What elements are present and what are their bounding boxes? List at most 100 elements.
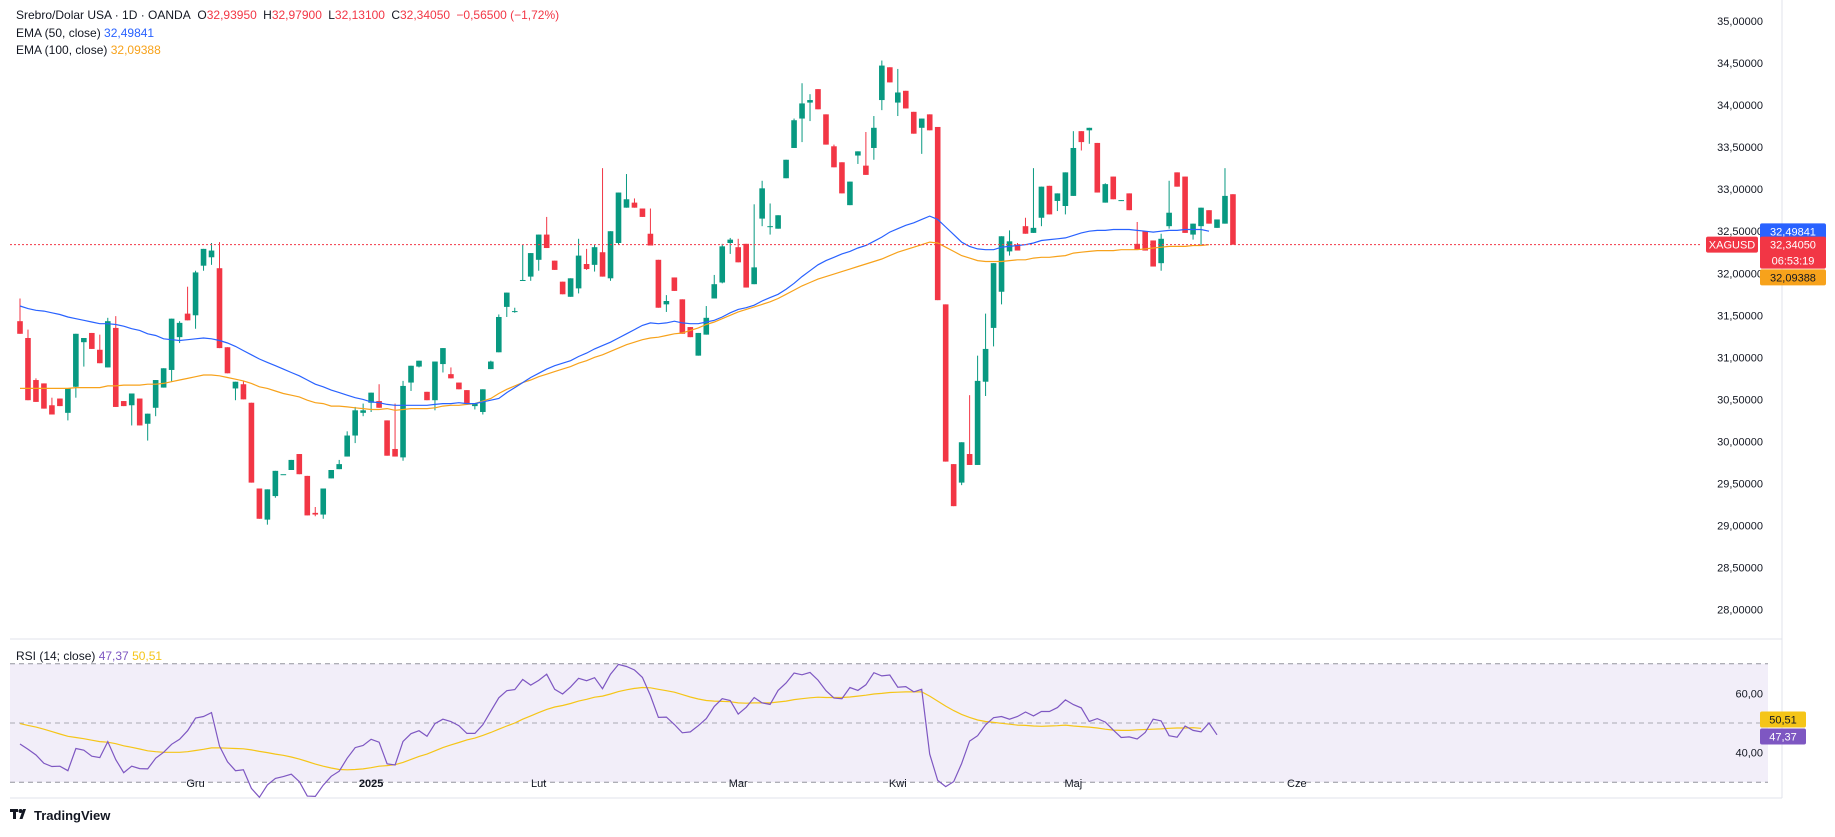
candle-down[interactable]	[1206, 210, 1212, 224]
candle-down[interactable]	[89, 332, 95, 349]
candle-up[interactable]	[416, 360, 422, 367]
candle-up[interactable]	[1070, 147, 1077, 196]
candle-up[interactable]	[144, 413, 151, 424]
candle-up[interactable]	[695, 332, 702, 356]
candle-up[interactable]	[73, 333, 79, 387]
candle-down[interactable]	[950, 464, 957, 507]
candle-up[interactable]	[352, 410, 358, 436]
candle-down[interactable]	[823, 114, 829, 145]
candle-up[interactable]	[783, 159, 789, 179]
candle-down[interactable]	[583, 264, 590, 270]
candle-down[interactable]	[312, 512, 319, 515]
candle-down[interactable]	[376, 401, 382, 408]
candle-up[interactable]	[807, 100, 813, 103]
candle-down[interactable]	[424, 391, 430, 401]
candle-up[interactable]	[623, 199, 630, 208]
candle-up[interactable]	[775, 215, 781, 229]
candle-down[interactable]	[551, 260, 558, 270]
candle-down[interactable]	[1126, 193, 1133, 211]
candle-down[interactable]	[256, 488, 263, 519]
candle-up[interactable]	[1030, 227, 1037, 233]
candle-down[interactable]	[559, 281, 566, 295]
candle-down[interactable]	[743, 243, 749, 288]
candle-up[interactable]	[1158, 238, 1164, 264]
candle-up[interactable]	[759, 188, 765, 219]
candle-down[interactable]	[1110, 176, 1117, 200]
candle-down[interactable]	[57, 398, 63, 407]
candle-down[interactable]	[815, 89, 821, 110]
candle-up[interactable]	[990, 263, 997, 328]
candle-up[interactable]	[575, 255, 582, 289]
candle-down[interactable]	[934, 126, 941, 301]
candle-up[interactable]	[1038, 186, 1045, 218]
tradingview-logo[interactable]: TradingView	[10, 808, 110, 823]
candle-up[interactable]	[432, 361, 438, 401]
candle-up[interactable]	[511, 311, 518, 313]
candle-down[interactable]	[448, 374, 454, 379]
candle-down[interactable]	[887, 67, 893, 83]
candle-down[interactable]	[910, 111, 917, 134]
ema50-legend[interactable]: EMA (50, close) 32,49841	[16, 25, 154, 41]
candle-up[interactable]	[855, 151, 861, 156]
candle-down[interactable]	[464, 390, 470, 404]
candle-down[interactable]	[1094, 142, 1101, 193]
candle-up[interactable]	[918, 118, 925, 128]
candle-up[interactable]	[519, 279, 526, 281]
candle-up[interactable]	[711, 284, 718, 299]
candle-up[interactable]	[360, 410, 366, 413]
candle-down[interactable]	[112, 327, 119, 407]
candle-down[interactable]	[831, 146, 837, 168]
candle-up[interactable]	[982, 348, 989, 382]
candle-up[interactable]	[1102, 184, 1109, 203]
candle-up[interactable]	[344, 435, 350, 457]
candle-up[interactable]	[727, 239, 734, 243]
candle-down[interactable]	[392, 448, 398, 457]
candle-down[interactable]	[240, 384, 247, 400]
candle-down[interactable]	[647, 233, 654, 246]
candle-down[interactable]	[543, 234, 550, 249]
candle-up[interactable]	[615, 192, 622, 243]
candle-down[interactable]	[120, 401, 127, 407]
candle-up[interactable]	[336, 464, 342, 470]
candle-up[interactable]	[232, 381, 239, 389]
candle-up[interactable]	[974, 380, 981, 465]
candle-up[interactable]	[192, 272, 199, 316]
candle-down[interactable]	[639, 208, 646, 217]
candle-down[interactable]	[735, 247, 741, 263]
candle-up[interactable]	[65, 388, 71, 413]
candle-up[interactable]	[168, 318, 175, 370]
candle-down[interactable]	[456, 382, 462, 390]
candle-up[interactable]	[998, 236, 1005, 292]
candle-down[interactable]	[1014, 244, 1021, 251]
candle-up[interactable]	[368, 392, 374, 403]
candle-down[interactable]	[384, 420, 390, 456]
candle-up[interactable]	[472, 403, 478, 407]
candle-down[interactable]	[942, 304, 949, 462]
candle-up[interactable]	[440, 348, 446, 365]
candle-up[interactable]	[81, 337, 87, 343]
candle-down[interactable]	[97, 349, 103, 364]
candle-up[interactable]	[591, 247, 598, 265]
candle-down[interactable]	[1230, 194, 1236, 245]
candle-up[interactable]	[1166, 212, 1172, 227]
candle-up[interactable]	[408, 365, 414, 383]
candle-down[interactable]	[1174, 172, 1180, 187]
candle-down[interactable]	[1134, 243, 1140, 250]
candle-up[interactable]	[1054, 193, 1061, 201]
candle-up[interactable]	[1214, 219, 1220, 228]
candle-down[interactable]	[33, 380, 39, 402]
candle-up[interactable]	[152, 380, 159, 408]
candle-up[interactable]	[272, 470, 279, 497]
candle-up[interactable]	[264, 489, 271, 520]
candle-up[interactable]	[958, 442, 965, 483]
candle-up[interactable]	[791, 120, 797, 148]
candle-up[interactable]	[663, 301, 670, 305]
candle-down[interactable]	[296, 454, 303, 475]
candle-down[interactable]	[902, 90, 909, 109]
candle-down[interactable]	[599, 252, 606, 277]
price-pane[interactable]	[10, 0, 1782, 639]
candle-up[interactable]	[703, 317, 710, 335]
candle-down[interactable]	[1150, 240, 1156, 267]
